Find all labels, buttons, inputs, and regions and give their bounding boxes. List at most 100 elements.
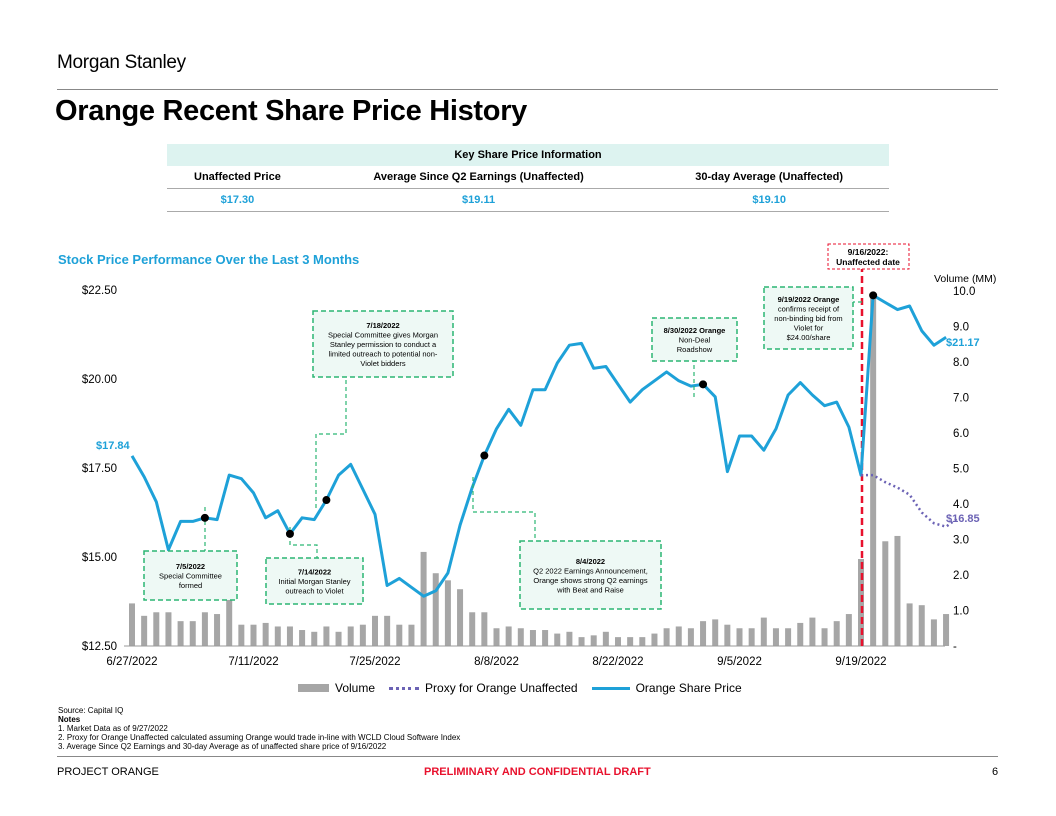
proxy-series-line: [861, 473, 959, 529]
volume-bar: [420, 551, 427, 646]
volume-bar: [785, 628, 792, 646]
x-tick-label: 6/27/2022: [106, 656, 157, 668]
volume-bar: [566, 631, 573, 646]
volume-bar: [444, 580, 451, 646]
legend-proxy-label: Proxy for Orange Unaffected: [425, 681, 578, 695]
y2-tick-label: 6.0: [953, 428, 969, 440]
annotation-text: limited outreach to potential non-: [329, 350, 438, 359]
volume-bar: [226, 598, 233, 646]
annotation-text: with Beat and Raise: [556, 585, 624, 594]
volume-bar: [286, 626, 293, 646]
note-item: 3. Average Since Q2 Earnings and 30-day …: [58, 742, 387, 751]
volume-bar: [457, 589, 464, 646]
volume-bar: [505, 626, 512, 646]
annotation-text: Stanley permission to conduct a: [330, 340, 437, 349]
volume-bar: [517, 628, 524, 646]
legend-volume-swatch: [298, 684, 329, 692]
volume-bar: [141, 615, 148, 646]
annotation-text: $24.00/share: [787, 333, 831, 342]
volume-bar: [930, 619, 937, 646]
y2-tick-label: 10.0: [953, 286, 975, 298]
brand-logo: Morgan Stanley: [57, 52, 186, 73]
volume-bar: [311, 631, 318, 646]
annotation-text: 7/14/2022: [298, 568, 331, 577]
page-title: Orange Recent Share Price History: [55, 95, 528, 127]
volume-bar: [481, 612, 488, 646]
price-start-label: $17.84: [96, 440, 131, 452]
volume-bar: [639, 637, 646, 646]
y2-tick-label: 9.0: [953, 322, 969, 334]
annotation-text: outreach to Violet: [285, 587, 344, 596]
annotation-text: Roadshow: [677, 345, 713, 354]
volume-bar: [359, 624, 366, 646]
legend-volume: Volume: [298, 681, 375, 695]
volume-bar: [238, 624, 245, 646]
y2-tick-label: 1.0: [953, 606, 969, 618]
annotation-connector: [472, 477, 536, 541]
volume-bar: [627, 637, 634, 646]
y-tick-label: $12.50: [82, 641, 117, 653]
volume-bar: [335, 631, 342, 646]
annotation-text: 9/19/2022 Orange: [778, 295, 840, 304]
annotation-text: Non-Deal: [679, 336, 711, 345]
y2-tick-label: 4.0: [953, 499, 969, 511]
proxy-end-label: $16.85: [946, 513, 980, 525]
y2-tick-label: 3.0: [953, 535, 969, 547]
annotation-connector: [315, 377, 347, 508]
volume-bar: [165, 612, 172, 646]
annotation-text: 8/30/2022 Orange: [664, 326, 726, 335]
note-item: 2. Proxy for Orange Unaffected calculate…: [58, 733, 461, 742]
volume-bar: [323, 626, 330, 646]
volume-bar: [663, 628, 670, 646]
volume-bar: [542, 630, 549, 646]
volume-bar: [396, 624, 403, 646]
volume-bar: [201, 612, 208, 646]
volume-bar: [590, 635, 597, 646]
y2-tick-label: 5.0: [953, 464, 969, 476]
volume-bar: [833, 621, 840, 646]
volume-bar: [870, 296, 877, 646]
volume-bar: [529, 630, 536, 646]
y-tick-label: $17.50: [82, 463, 117, 475]
annotation-text: 7/18/2022: [366, 321, 399, 330]
key-val-30day: $19.10: [649, 188, 889, 212]
x-tick-label: 9/5/2022: [717, 656, 762, 668]
page-number: 6: [992, 766, 999, 778]
volume-bar: [675, 626, 682, 646]
volume-bar: [250, 624, 257, 646]
annotation-text: Orange shows strong Q2 earnings: [533, 576, 647, 585]
annotation-box: [651, 317, 738, 362]
volume-bar: [858, 559, 864, 646]
volume-bar: [129, 603, 135, 646]
volume-bar: [189, 621, 196, 646]
y-tick-label: $15.00: [82, 552, 117, 564]
volume-bar: [687, 628, 694, 646]
x-tick-label: 8/8/2022: [474, 656, 519, 668]
volume-bar: [602, 631, 609, 646]
legend-volume-label: Volume: [335, 681, 376, 695]
volume-bar: [615, 637, 621, 646]
volume-bar: [214, 614, 221, 646]
legend-proxy-swatch: [389, 686, 420, 690]
y2-tick-label: 2.0: [953, 570, 969, 582]
volume-bar: [262, 622, 269, 646]
note-item: 1. Market Data as of 9/27/2022: [58, 724, 168, 733]
footer-project: PROJECT ORANGE: [57, 766, 159, 778]
volume-bar: [906, 603, 913, 646]
annotation-text: Special Committee gives Morgan: [328, 331, 438, 340]
key-share-price-table: Key Share Price Information Unaffected P…: [167, 144, 889, 212]
key-col-unaffected: Unaffected Price: [167, 166, 308, 189]
annotation-point: [285, 529, 294, 538]
volume-bar: [384, 615, 391, 646]
volume-bar: [821, 628, 828, 646]
y2-tick-label: 7.0: [953, 393, 969, 405]
volume-bar: [712, 619, 719, 646]
price-end-label: $21.17: [946, 337, 980, 349]
volume-bar: [578, 637, 585, 646]
annotation-text: Special Committee: [159, 572, 222, 581]
